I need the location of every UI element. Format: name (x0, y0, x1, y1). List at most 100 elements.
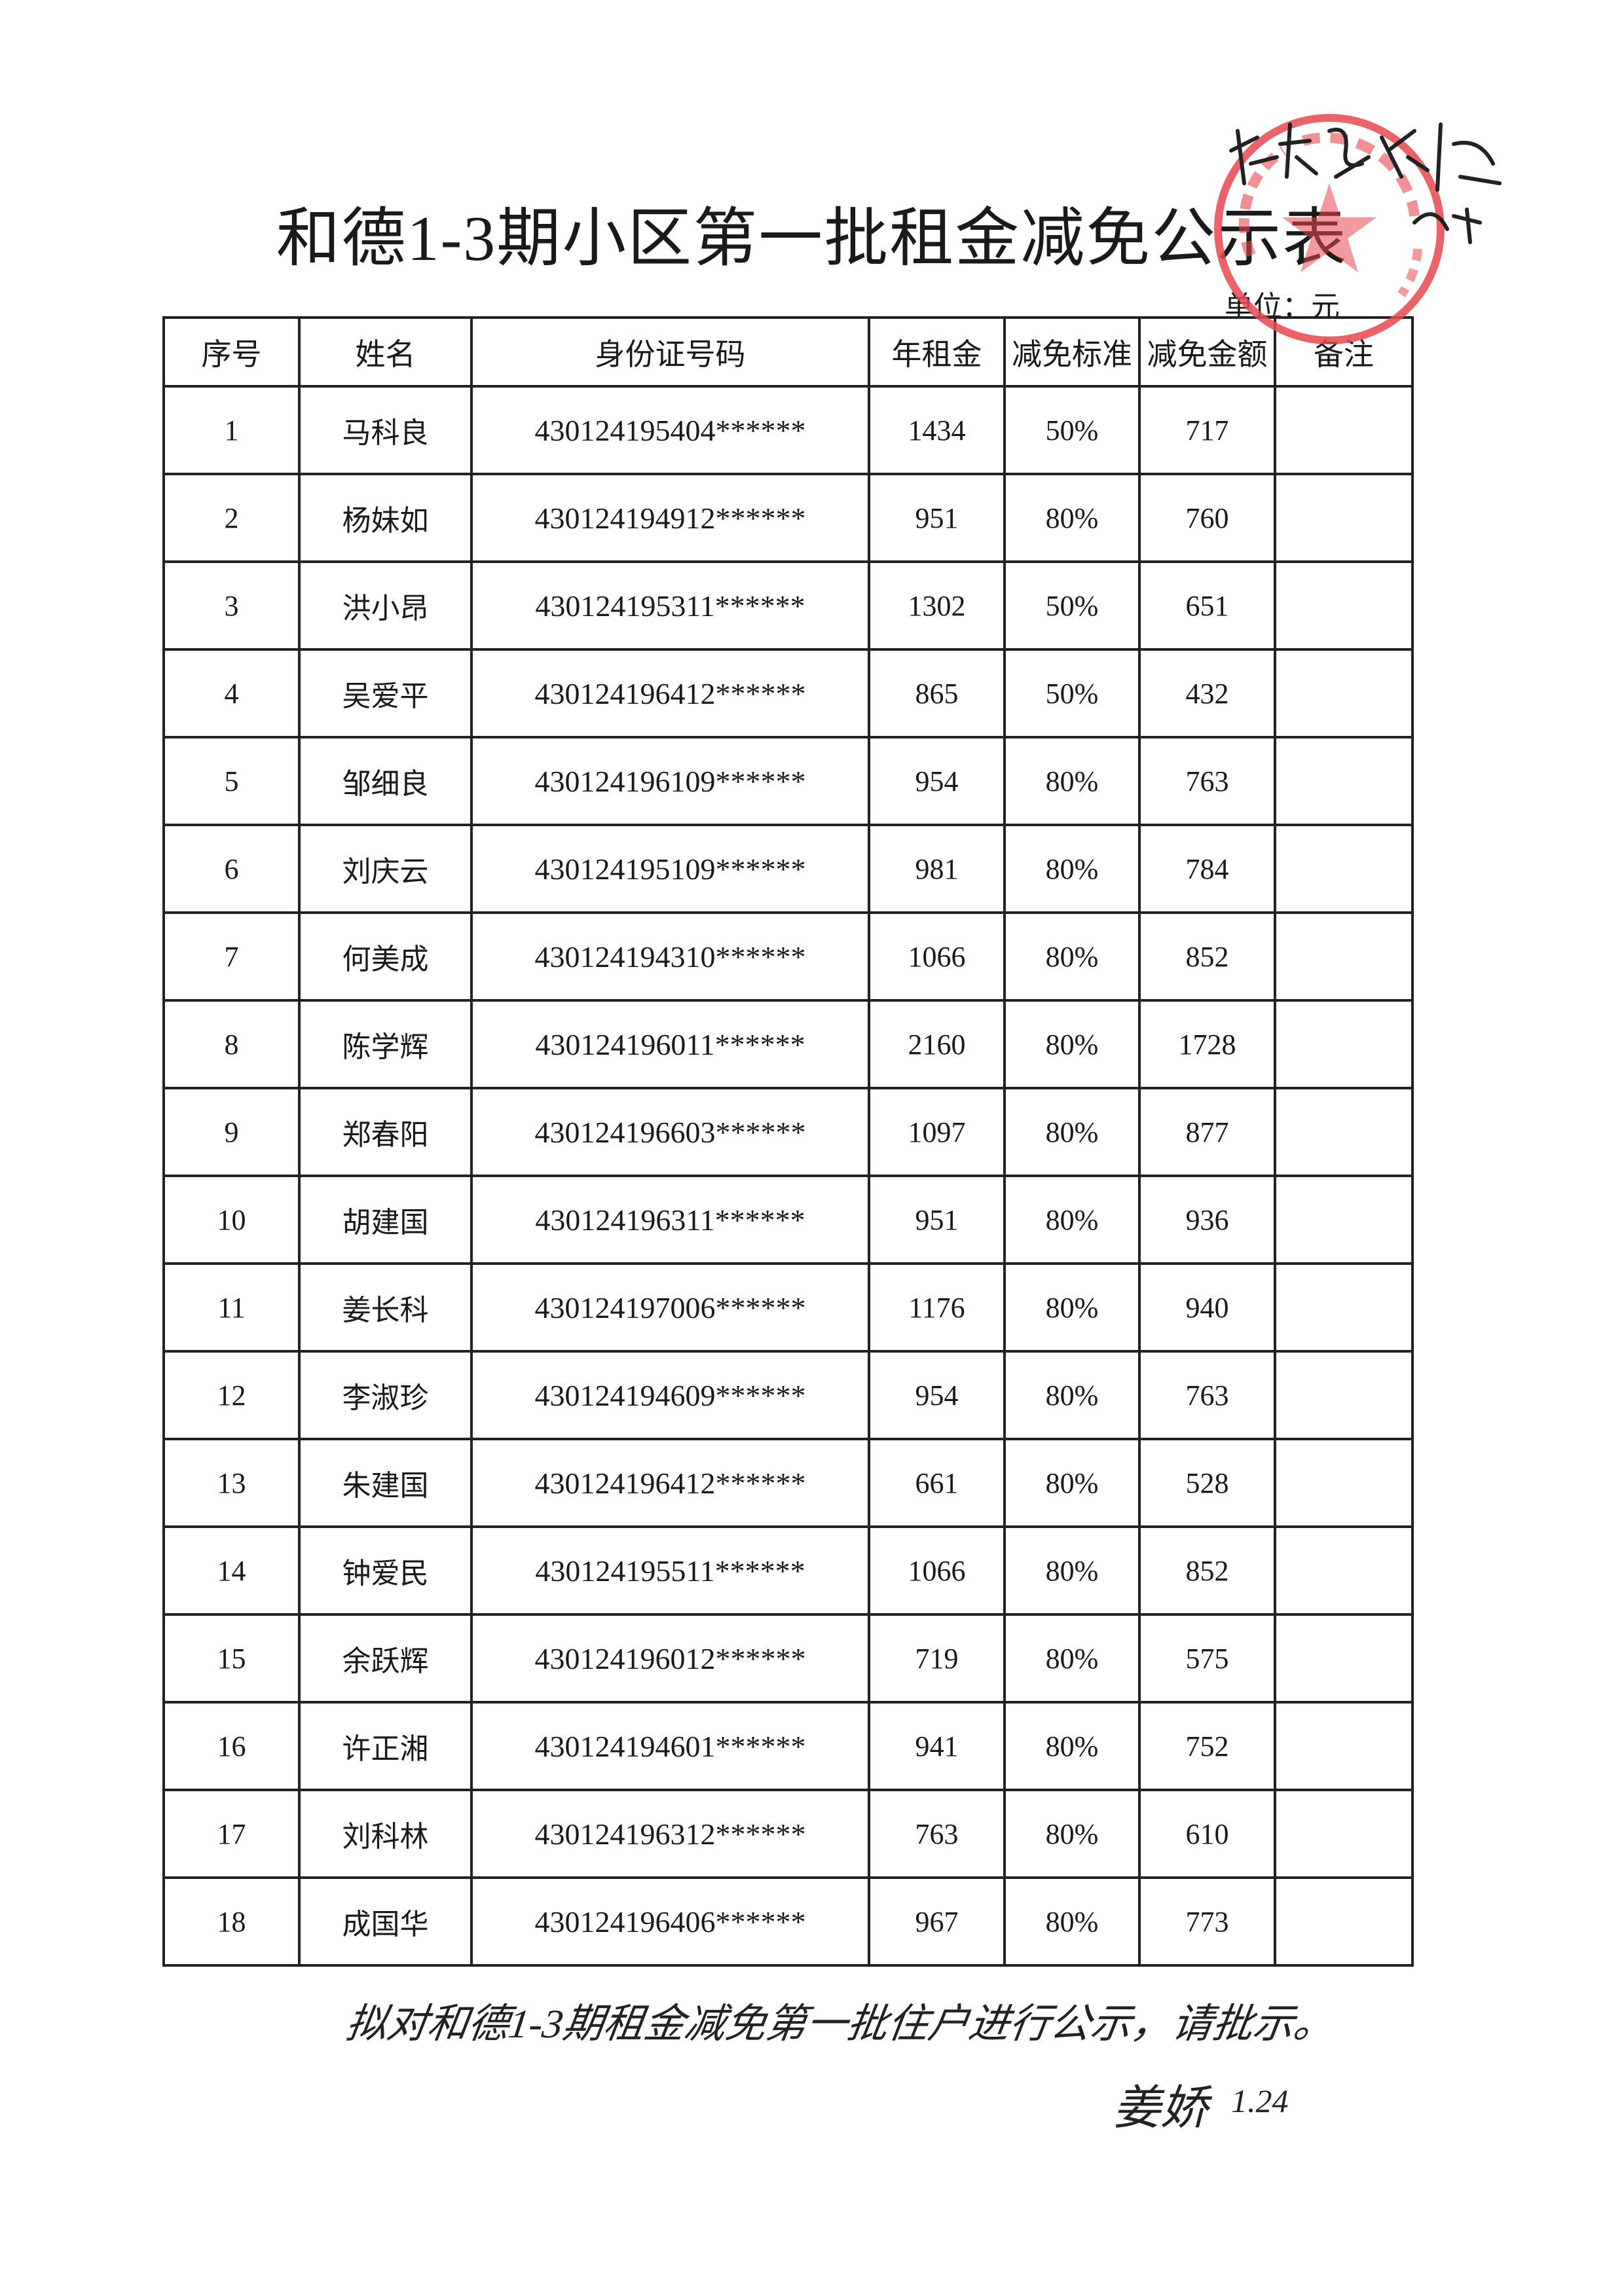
cell-id-number: 430124196312****** (470, 1789, 870, 1879)
cell-reduction-amount: 760 (1138, 473, 1276, 563)
table-row: 1 马科良 430124195404****** 1434 50% 717 (162, 385, 1414, 475)
table-row: 3 洪小昂 430124195311****** 1302 50% 651 (162, 560, 1414, 651)
cell-remarks (1274, 1438, 1414, 1528)
cell-id-number: 430124197006****** (470, 1262, 870, 1353)
cell-reduction-rate: 80% (1003, 1525, 1141, 1616)
cell-index: 10 (162, 1175, 301, 1265)
document-title: 和德1-3期小区第一批租金减免公示表 (276, 204, 1348, 274)
cell-reduction-rate: 80% (1003, 999, 1141, 1089)
cell-name: 李淑珍 (298, 1350, 473, 1440)
cell-id-number: 430124194310****** (470, 911, 870, 1002)
table-row: 13 朱建国 430124196412****** 661 80% 528 (162, 1438, 1414, 1528)
cell-name: 余跃辉 (298, 1613, 473, 1704)
cell-reduction-amount: 852 (1138, 911, 1276, 1002)
table-row: 14 钟爱民 430124195511****** 1066 80% 852 (162, 1525, 1414, 1616)
table-row: 10 胡建国 430124196311****** 951 80% 936 (162, 1175, 1414, 1265)
cell-name: 何美成 (298, 911, 473, 1002)
cell-reduction-rate: 80% (1003, 473, 1141, 563)
cell-reduction-rate: 80% (1003, 1613, 1141, 1704)
rent-reduction-table: 序号 姓名 身份证号码 年租金 减免标准 减免金额 备注 1 马科良 430124195404*… (162, 316, 1414, 1967)
table-row: 7 何美成 430124194310****** 1066 80% 852 (162, 911, 1414, 1002)
cell-annual-rent: 954 (868, 1350, 1006, 1440)
cell-remarks (1274, 1789, 1414, 1879)
cell-id-number: 430124195511****** (470, 1525, 870, 1616)
cell-reduction-amount: 877 (1138, 1087, 1276, 1177)
cell-reduction-rate: 80% (1003, 911, 1141, 1002)
cell-name: 陈学辉 (298, 999, 473, 1089)
column-header: 序号 (162, 316, 301, 388)
table-row: 6 刘庆云 430124195109****** 981 80% 784 (162, 824, 1414, 914)
cell-index: 14 (162, 1525, 301, 1616)
cell-id-number: 430124195404****** (470, 385, 870, 475)
cell-name: 胡建国 (298, 1175, 473, 1265)
column-header: 备注 (1274, 316, 1414, 388)
cell-index: 15 (162, 1613, 301, 1704)
cell-annual-rent: 1302 (868, 560, 1006, 651)
cell-remarks (1274, 1175, 1414, 1265)
cell-index: 18 (162, 1876, 301, 1967)
cell-reduction-amount: 752 (1138, 1701, 1276, 1791)
table-row: 12 李淑珍 430124194609****** 954 80% 763 (162, 1350, 1414, 1440)
cell-index: 11 (162, 1262, 301, 1353)
cell-index: 8 (162, 999, 301, 1089)
cell-remarks (1274, 1876, 1414, 1967)
cell-id-number: 430124195109****** (470, 824, 870, 914)
cell-remarks (1274, 648, 1414, 738)
column-header: 姓名 (298, 316, 473, 388)
table-row: 17 刘科林 430124196312****** 763 80% 610 (162, 1789, 1414, 1879)
cell-annual-rent: 951 (868, 1175, 1006, 1265)
cell-name: 刘科林 (298, 1789, 473, 1879)
cell-reduction-amount: 773 (1138, 1876, 1276, 1967)
cell-reduction-rate: 80% (1003, 824, 1141, 914)
column-header: 年租金 (868, 316, 1006, 388)
cell-name: 姜长科 (298, 1262, 473, 1353)
cell-annual-rent: 719 (868, 1613, 1006, 1704)
cell-annual-rent: 954 (868, 736, 1006, 826)
table-row: 8 陈学辉 430124196011****** 2160 80% 1728 (162, 999, 1414, 1089)
cell-annual-rent: 1066 (868, 1525, 1006, 1616)
cell-remarks (1274, 560, 1414, 651)
column-header: 身份证号码 (470, 316, 870, 388)
column-header: 减免标准 (1003, 316, 1141, 388)
cell-reduction-rate: 80% (1003, 1876, 1141, 1967)
cell-reduction-amount: 610 (1138, 1789, 1276, 1879)
cell-reduction-amount: 432 (1138, 648, 1276, 738)
table-header-row: 序号 姓名 身份证号码 年租金 减免标准 减免金额 备注 (162, 316, 1414, 388)
cell-name: 邹细良 (298, 736, 473, 826)
cell-id-number: 430124196011****** (470, 999, 870, 1089)
cell-id-number: 430124194912****** (470, 473, 870, 563)
cell-id-number: 430124196603****** (470, 1087, 870, 1177)
cell-annual-rent: 967 (868, 1876, 1006, 1967)
cell-annual-rent: 1066 (868, 911, 1006, 1002)
cell-id-number: 430124195311****** (470, 560, 870, 651)
cell-remarks (1274, 999, 1414, 1089)
cell-index: 6 (162, 824, 301, 914)
cell-reduction-amount: 940 (1138, 1262, 1276, 1353)
cell-id-number: 430124196406****** (470, 1876, 870, 1967)
cell-index: 7 (162, 911, 301, 1002)
cell-annual-rent: 1434 (868, 385, 1006, 475)
cell-reduction-amount: 784 (1138, 824, 1276, 914)
cell-name: 杨妹如 (298, 473, 473, 563)
cell-remarks (1274, 385, 1414, 475)
cell-reduction-rate: 50% (1003, 560, 1141, 651)
cell-id-number: 430124196109****** (470, 736, 870, 826)
cell-name: 洪小昂 (298, 560, 473, 651)
cell-annual-rent: 951 (868, 473, 1006, 563)
table-row: 15 余跃辉 430124196012****** 719 80% 575 (162, 1613, 1414, 1704)
cell-annual-rent: 981 (868, 824, 1006, 914)
table-row: 16 许正湘 430124194601****** 941 80% 752 (162, 1701, 1414, 1791)
cell-index: 1 (162, 385, 301, 475)
cell-annual-rent: 941 (868, 1701, 1006, 1791)
table-row: 4 吴爱平 430124196412****** 865 50% 432 (162, 648, 1414, 738)
table-row: 18 成国华 430124196406****** 967 80% 773 (162, 1876, 1414, 1967)
cell-id-number: 430124194601****** (470, 1701, 870, 1791)
cell-name: 刘庆云 (298, 824, 473, 914)
cell-reduction-amount: 651 (1138, 560, 1276, 651)
cell-reduction-rate: 80% (1003, 1087, 1141, 1177)
handwritten-signature: 姜娇 (1113, 2082, 1208, 2134)
cell-remarks (1274, 824, 1414, 914)
cell-name: 马科良 (298, 385, 473, 475)
cell-reduction-amount: 717 (1138, 385, 1276, 475)
cell-name: 郑春阳 (298, 1087, 473, 1177)
